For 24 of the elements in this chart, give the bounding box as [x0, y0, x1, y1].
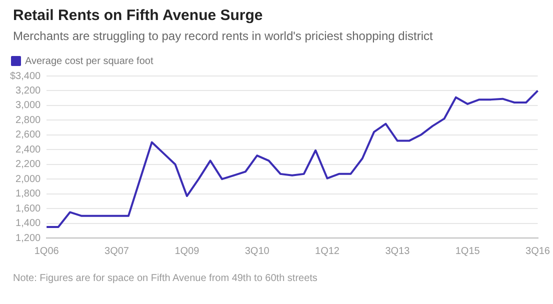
y-tick-label: 1,200: [16, 232, 42, 244]
y-tick-label: 2,400: [16, 144, 42, 156]
y-tick-label: 2,600: [16, 130, 42, 141]
y-tick-label: 2,800: [16, 114, 42, 126]
y-tick-label: 2,000: [16, 174, 42, 185]
x-tick-label: 1Q15: [455, 246, 480, 257]
x-tick-label: 1Q12: [315, 246, 340, 257]
text: Note: Figures are for space on Fifth Avenue from 49th to 60th streets: [13, 272, 318, 285]
x-tick-label: 3Q16: [526, 246, 550, 257]
x-tick-label: 3Q10: [244, 246, 270, 257]
chart-title: Retail Rents on Fifth Avenue Surge: [13, 7, 263, 24]
x-tick-label: 1Q09: [174, 246, 200, 257]
y-tick-label: 1,400: [16, 218, 42, 230]
y-tick-label: 1,600: [16, 203, 42, 214]
y-tick-label: 3,000: [16, 100, 42, 112]
y-tick-label: $3,400: [10, 70, 42, 82]
x-tick-label: 3Q13: [385, 246, 410, 257]
x-tick-label: 1Q06: [34, 246, 60, 257]
chart-subtitle: Merchants are struggling to pay record rents in world's priciest shopping district: [13, 29, 433, 43]
y-tick-label: 3,200: [16, 85, 42, 96]
y-tick-label: 2,200: [16, 159, 42, 170]
x-tick-label: 3Q07: [104, 246, 130, 257]
y-tick-label: 1,800: [16, 188, 42, 200]
legend-label: Average cost per square foot: [25, 56, 154, 67]
